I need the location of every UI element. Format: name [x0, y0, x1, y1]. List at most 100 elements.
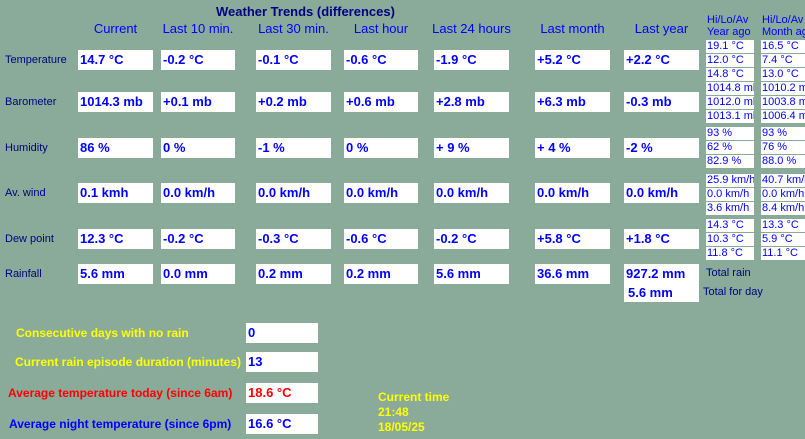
year-ago-field: 1012.0 mb: [706, 96, 754, 109]
column-header: Last 24 hours: [432, 21, 511, 36]
column-header: Last hour: [353, 21, 409, 36]
stat-value: 16.6 °C: [246, 414, 318, 434]
value-field: 0.0 km/h: [161, 183, 235, 203]
stat-label: Average night temperature (since 6pm): [9, 417, 232, 431]
value-field: +2.8 mb: [434, 92, 509, 112]
value-field: 5.6 mm: [78, 264, 153, 284]
year-ago-header: Hi/Lo/Av: [707, 14, 749, 26]
value-field: -0.2 °C: [161, 229, 235, 249]
value-field: 14.7 °C: [78, 50, 153, 70]
row-label: Barometer: [5, 96, 57, 108]
current-time-label: Current time: [378, 390, 450, 404]
value-field: -0.3 °C: [256, 229, 331, 249]
value-field: -2 %: [624, 138, 699, 158]
stat-label: Consecutive days with no rain: [16, 326, 189, 340]
month-ago-field: 88.0 %: [761, 155, 805, 168]
value-field: +2.2 °C: [624, 50, 699, 70]
total-for-day-label: Total for day: [703, 286, 763, 298]
value-field: -0.2 °C: [161, 50, 235, 70]
month-ago-field: 93 %: [761, 127, 805, 140]
month-ago-field: 13.3 °C: [761, 219, 805, 232]
month-ago-field: 1010.2 mb: [761, 82, 805, 95]
total-rain-label: Total rain: [706, 267, 751, 279]
year-ago-field: 14.8 °C: [706, 68, 754, 81]
value-field: +6.3 mb: [535, 92, 610, 112]
row-label: Av. wind: [5, 187, 46, 199]
stat-value: 0: [246, 323, 318, 343]
value-field: +0.2 mb: [256, 92, 331, 112]
month-ago-header: Month ago: [762, 26, 805, 38]
value-field: 0.0 mm: [161, 264, 235, 284]
month-ago-field: 1006.4 mb: [761, 110, 805, 123]
value-field: -0.1 °C: [256, 50, 331, 70]
column-header: Last year: [634, 21, 689, 36]
row-label: Temperature: [5, 54, 67, 66]
value-field: +0.6 mb: [344, 92, 418, 112]
stat-value: 18.6 °C: [246, 383, 318, 403]
value-field: + 9 %: [434, 138, 509, 158]
month-ago-field: 11.1 °C: [761, 247, 805, 260]
value-field: -0.3 mb: [624, 92, 699, 112]
year-ago-field: 25.9 km/h: [706, 174, 754, 187]
column-header: Last month: [540, 21, 605, 36]
year-ago-field: 0.0 km/h: [706, 188, 754, 201]
year-ago-field: 1014.8 mb: [706, 82, 754, 95]
value-field: +1.8 °C: [624, 229, 699, 249]
value-field: 12.3 °C: [78, 229, 153, 249]
value-field: +5.2 °C: [535, 50, 610, 70]
current-time: 21:48: [378, 405, 409, 419]
row-label: Humidity: [5, 142, 48, 154]
value-field: 0.0 km/h: [256, 183, 331, 203]
year-ago-header: Year ago: [707, 26, 751, 38]
page-title: Weather Trends (differences): [216, 4, 395, 19]
column-header: Current: [93, 21, 138, 36]
value-field: -1 %: [256, 138, 331, 158]
value-field: -0.6 °C: [344, 229, 418, 249]
value-field: 0.0 km/h: [624, 183, 699, 203]
value-field: 0 %: [161, 138, 235, 158]
year-ago-field: 1013.1 mb: [706, 110, 754, 123]
value-field: 0.2 mm: [344, 264, 418, 284]
stat-label: Current rain episode duration (minutes): [15, 355, 242, 369]
year-ago-field: 62 %: [706, 141, 754, 154]
current-date: 18/05/25: [378, 420, 425, 434]
value-field: 0.2 mm: [256, 264, 331, 284]
value-field: +0.1 mb: [161, 92, 235, 112]
year-ago-field: 82.9 %: [706, 155, 754, 168]
month-ago-field: 8.4 km/h: [761, 202, 805, 215]
value-field: 0.0 km/h: [434, 183, 509, 203]
column-header: Last 10 min.: [162, 21, 234, 36]
value-field: -0.2 °C: [434, 229, 509, 249]
value-field: 86 %: [78, 138, 153, 158]
year-ago-field: 93 %: [706, 127, 754, 140]
month-ago-field: 40.7 km/h: [761, 174, 805, 187]
value-field: 1014.3 mb: [78, 92, 153, 112]
column-header: Last 30 min.: [258, 21, 329, 36]
month-ago-field: 5.9 °C: [761, 233, 805, 246]
stat-value: 13: [246, 352, 318, 372]
year-ago-field: 10.3 °C: [706, 233, 754, 246]
row-label: Rainfall: [5, 268, 42, 280]
value-field: -0.6 °C: [344, 50, 418, 70]
year-ago-field: 3.6 km/h: [706, 202, 754, 215]
value-field: 0.0 km/h: [344, 183, 418, 203]
value-field: 0.1 kmh: [78, 183, 153, 203]
row-label: Dew point: [5, 233, 54, 245]
value-field: 5.6 mm: [434, 264, 509, 284]
month-ago-field: 7.4 °C: [761, 54, 805, 67]
value-field: +5.8 °C: [535, 229, 610, 249]
total-for-day-value: 5.6 mm: [628, 285, 673, 300]
month-ago-field: 16.5 °C: [761, 40, 805, 53]
month-ago-field: 13.0 °C: [761, 68, 805, 81]
month-ago-field: 0.0 km/h: [761, 188, 805, 201]
month-ago-field: 76 %: [761, 141, 805, 154]
year-ago-field: 14.3 °C: [706, 219, 754, 232]
value-field: 927.2 mm: [624, 264, 699, 302]
year-ago-field: 11.8 °C: [706, 247, 754, 260]
value-field: 0 %: [344, 138, 418, 158]
value-field: + 4 %: [535, 138, 610, 158]
year-ago-field: 19.1 °C: [706, 40, 754, 53]
month-ago-field: 1003.8 mb: [761, 96, 805, 109]
value-field: 0.0 km/h: [535, 183, 610, 203]
year-ago-field: 12.0 °C: [706, 54, 754, 67]
